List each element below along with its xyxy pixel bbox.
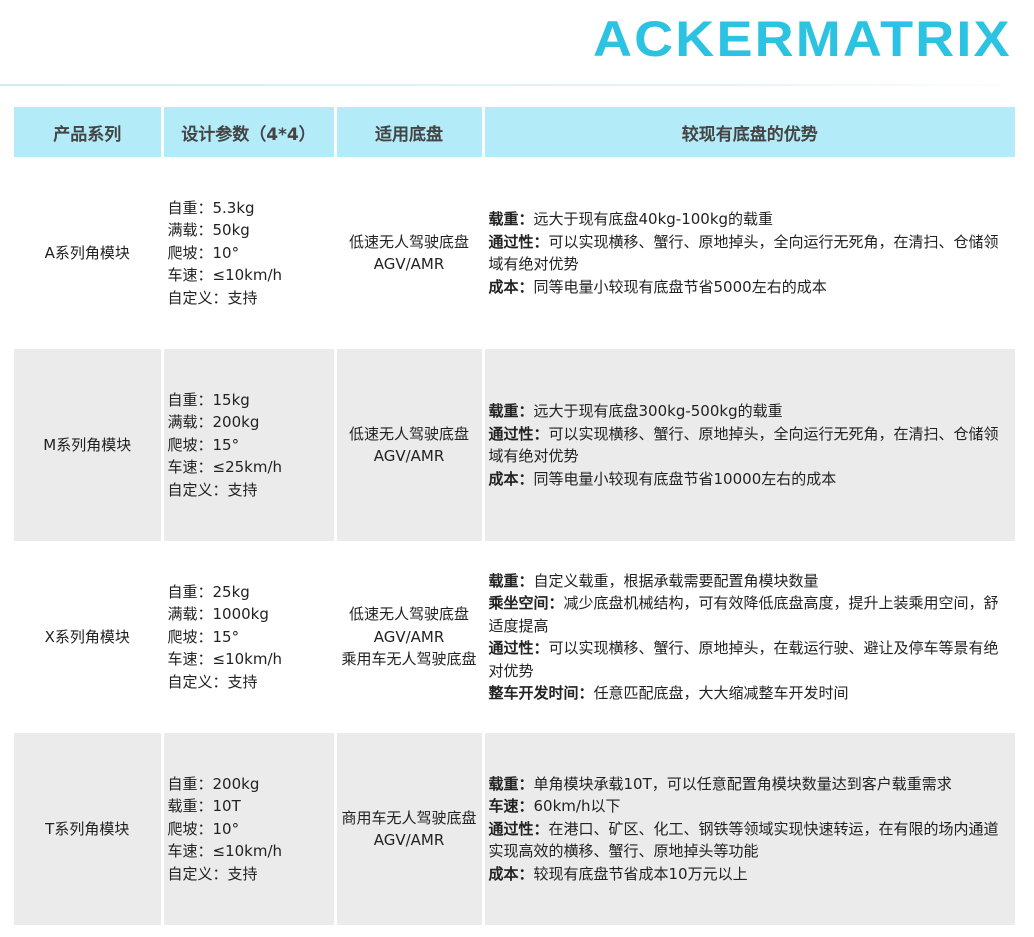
param-line: 满载：50kg (167, 221, 250, 240)
advantages-cell: 载重：远大于现有底盘300kg-500kg的载重 通过性：可以实现横移、蟹行、原地… (483, 349, 1015, 541)
chassis-text: 低速无人驾驶底盘 AGV/AMR (348, 232, 469, 274)
param-line: 自定义：支持 (167, 864, 258, 883)
param-line: 车速：≤10km/h (167, 650, 283, 669)
chassis-cell: 低速无人驾驶底盘 AGV/AMR 乘用车无人驾驶底盘 (335, 541, 485, 733)
chassis-cell: 商用车无人驾驶底盘 AGV/AMR (335, 733, 485, 925)
advantage-text: 可以实现横移、蟹行、原地掉头，全向运行无死角，在清扫、仓储领域有绝对优势 (488, 232, 999, 274)
series-cell: X系列角模块 (14, 541, 164, 733)
header-params: 设计参数（4*4） (162, 107, 337, 157)
advantage-label: 载重： (488, 774, 534, 793)
table-row: M系列角模块 自重：15kg 满载：200kg 爬坡：15° 车速：≤25km/h 自定义… (14, 349, 1015, 541)
product-comparison-table: 产品系列 设计参数（4*4） 适用底盘 较现有底盘的优势 A系列角模块 自重：5.… (14, 107, 1015, 925)
params-cell: 自重：25kg 满载：1000kg 爬坡：15° 车速：≤10km/h 自定义：支持 (162, 541, 337, 733)
param-line: 爬坡：15° (167, 627, 240, 646)
advantage-line: 整车开发时间：任意匹配底盘，大大缩减整车开发时间 (489, 682, 1008, 705)
advantage-line: 载重：自定义载重，根据承载需要配置角模块数量 (489, 570, 1008, 593)
params-cell: 自重：5.3kg 满载：50kg 爬坡：10° 车速：≤10km/h 自定义：支持 (162, 157, 337, 349)
advantage-label: 成本： (488, 277, 534, 296)
advantage-text: 自定义载重，根据承载需要配置角模块数量 (533, 571, 819, 590)
advantage-text: 同等电量小较现有底盘节省5000左右的成本 (533, 277, 827, 296)
table-row: X系列角模块 自重：25kg 满载：1000kg 爬坡：15° 车速：≤10km/h 自定… (14, 541, 1015, 733)
advantage-label: 载重： (488, 210, 534, 228)
advantage-line: 载重：单角模块承载10T，可以任意配置角模块数量达到客户载重需求 (489, 773, 1008, 796)
param-line: 满载：200kg (167, 413, 260, 432)
advantage-label: 通过性： (488, 639, 549, 657)
param-line: 自重：25kg (167, 582, 250, 601)
param-line: 自重：15kg (167, 390, 250, 409)
advantage-line: 通过性：可以实现横移、蟹行、原地掉头，全向运行无死角，在清扫、仓储领域有绝对优势 (489, 231, 1008, 276)
param-line: 爬坡：10° (167, 819, 240, 838)
advantage-text: 可以实现横移、蟹行、原地掉头，全向运行无死角，在清扫、仓储领域有绝对优势 (488, 424, 999, 466)
advantage-label: 整车开发时间： (488, 684, 594, 702)
advantage-label: 通过性： (488, 424, 549, 443)
table-header-row: 产品系列 设计参数（4*4） 适用底盘 较现有底盘的优势 (14, 107, 1015, 157)
header-chassis: 适用底盘 (335, 107, 485, 157)
advantage-label: 载重： (488, 571, 534, 590)
advantage-text: 远大于现有底盘300kg-500kg的载重 (533, 402, 783, 420)
advantage-label: 通过性： (488, 232, 549, 251)
advantage-label: 成本： (488, 469, 534, 488)
param-line: 车速：≤10km/h (167, 266, 283, 285)
advantage-line: 车速：60km/h以下 (489, 795, 1008, 818)
advantage-line: 通过性：可以实现横移、蟹行、原地掉头，全向运行无死角，在清扫、仓储领域有绝对优势 (489, 423, 1008, 468)
advantage-text: 可以实现横移、蟹行、原地掉头，在载运行驶、避让及停车等景有绝对优势 (488, 639, 999, 680)
header-series: 产品系列 (14, 107, 164, 157)
chassis-text: 低速无人驾驶底盘 AGV/AMR (348, 424, 469, 466)
params-cell: 自重：200kg 载重：10T 爬坡：10° 车速：≤10km/h 自定义：支持 (162, 733, 337, 925)
advantage-line: 乘坐空间：减少底盘机械结构，可有效降低底盘高度，提升上装乘用空间，舒适度提高 (489, 592, 1008, 637)
series-cell: T系列角模块 (14, 733, 164, 925)
param-line: 自定义：支持 (167, 288, 258, 307)
advantage-text: 同等电量小较现有底盘节省10000左右的成本 (533, 469, 837, 488)
advantage-line: 载重：远大于现有底盘300kg-500kg的载重 (489, 400, 1008, 423)
advantage-line: 通过性：可以实现横移、蟹行、原地掉头，在载运行驶、避让及停车等景有绝对优势 (489, 637, 1008, 682)
advantage-text: 远大于现有底盘40kg-100kg的载重 (533, 210, 774, 228)
advantage-line: 通过性：在港口、矿区、化工、钢铁等领域实现快速转运，在有限的场内通道实现高效的横… (489, 818, 1008, 863)
advantage-label: 成本： (488, 864, 534, 883)
param-line: 爬坡：15° (167, 435, 240, 454)
table-row: A系列角模块 自重：5.3kg 满载：50kg 爬坡：10° 车速：≤10km/h 自定义… (14, 157, 1015, 349)
param-line: 自定义：支持 (167, 672, 258, 691)
advantage-line: 成本：同等电量小较现有底盘节省10000左右的成本 (489, 468, 1008, 491)
advantage-text: 任意匹配底盘，大大缩减整车开发时间 (593, 684, 849, 702)
advantage-label: 车速： (488, 797, 534, 816)
advantage-text: 单角模块承载10T，可以任意配置角模块数量达到客户载重需求 (533, 774, 952, 793)
advantage-text: 较现有底盘节省成本10万元以上 (533, 864, 748, 883)
chassis-cell: 低速无人驾驶底盘 AGV/AMR (335, 349, 485, 541)
param-line: 满载：1000kg (167, 605, 269, 624)
advantage-text: 60km/h以下 (533, 797, 621, 816)
header-advantages: 较现有底盘的优势 (483, 107, 1015, 157)
advantage-text: 减少底盘机械结构，可有效降低底盘高度，提升上装乘用空间，舒适度提高 (488, 594, 999, 635)
advantages-cell: 载重：远大于现有底盘40kg-100kg的载重 通过性：可以实现横移、蟹行、原地掉… (483, 157, 1015, 349)
param-line: 自定义：支持 (167, 480, 258, 499)
advantage-label: 通过性： (488, 819, 549, 838)
param-line: 车速：≤10km/h (167, 842, 283, 861)
param-line: 自重：5.3kg (167, 198, 255, 217)
advantage-line: 成本：同等电量小较现有底盘节省5000左右的成本 (489, 276, 1008, 299)
params-cell: 自重：15kg 满载：200kg 爬坡：15° 车速：≤25km/h 自定义：支持 (162, 349, 337, 541)
table-row: T系列角模块 自重：200kg 载重：10T 爬坡：10° 车速：≤10km/h 自定义：… (14, 733, 1015, 925)
chassis-cell: 低速无人驾驶底盘 AGV/AMR (335, 157, 485, 349)
advantages-cell: 载重：单角模块承载10T，可以任意配置角模块数量达到客户载重需求 车速：60km/… (483, 733, 1015, 925)
param-line: 载重：10T (167, 797, 241, 816)
chassis-text: 商用车无人驾驶底盘 AGV/AMR (341, 808, 477, 850)
series-cell: A系列角模块 (14, 157, 164, 349)
header-divider (0, 84, 1034, 86)
advantage-label: 载重： (488, 402, 534, 420)
series-cell: M系列角模块 (14, 349, 164, 541)
advantage-label: 乘坐空间： (488, 594, 564, 612)
param-line: 车速：≤25km/h (167, 458, 283, 477)
advantages-cell: 载重：自定义载重，根据承载需要配置角模块数量 乘坐空间：减少底盘机械结构，可有效降… (483, 541, 1015, 733)
advantage-line: 成本：较现有底盘节省成本10万元以上 (489, 863, 1008, 886)
param-line: 自重：200kg (167, 774, 260, 793)
ackermatrix-logo: ACKERMATRIX (593, 11, 1012, 67)
param-line: 爬坡：10° (167, 243, 240, 262)
advantage-text: 在港口、矿区、化工、钢铁等领域实现快速转运，在有限的场内通道实现高效的横移、蟹行… (488, 819, 999, 861)
chassis-text: 低速无人驾驶底盘 AGV/AMR 乘用车无人驾驶底盘 (341, 605, 477, 669)
advantage-line: 载重：远大于现有底盘40kg-100kg的载重 (489, 208, 1008, 231)
